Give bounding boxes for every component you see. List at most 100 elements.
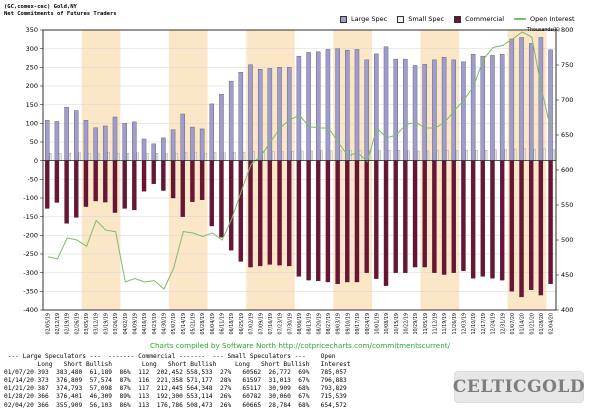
y-tick-label: -200 bbox=[23, 232, 38, 240]
x-tick-label: 10/15/19 bbox=[394, 313, 400, 335]
x-tick-label: 11/26/19 bbox=[452, 313, 458, 335]
x-tick-label: 11/05/19 bbox=[423, 313, 429, 335]
y-tick-label: 300 bbox=[26, 45, 38, 53]
bar-large-spec bbox=[64, 107, 69, 161]
y-tick-label: -150 bbox=[23, 213, 38, 221]
x-tick-label: 05/14/19 bbox=[181, 313, 187, 335]
bar-large-spec bbox=[325, 49, 331, 161]
bar-large-spec bbox=[83, 120, 89, 161]
bar-large-spec bbox=[170, 129, 176, 161]
bar-commercial bbox=[170, 160, 176, 199]
x-tick-label: 01/21/20 bbox=[529, 313, 535, 335]
bar-large-spec bbox=[316, 51, 321, 161]
y-tick-label: 350 bbox=[26, 26, 38, 34]
x-tick-label: 02/05/19 bbox=[45, 313, 51, 335]
bar-commercial bbox=[393, 160, 398, 273]
x-tick-label: 10/01/19 bbox=[374, 313, 380, 335]
bar-commercial bbox=[529, 160, 534, 290]
bar-small-spec bbox=[97, 153, 101, 161]
bar-commercial bbox=[267, 160, 273, 265]
x-tick-label: 12/31/19 bbox=[500, 313, 506, 335]
bar-small-spec bbox=[436, 150, 439, 161]
bar-commercial bbox=[161, 160, 166, 191]
y-tick-label: 150 bbox=[26, 101, 38, 109]
bar-large-spec bbox=[219, 94, 224, 161]
bar-small-spec bbox=[78, 152, 81, 161]
bar-large-spec bbox=[132, 121, 137, 161]
bar-small-spec bbox=[397, 150, 401, 161]
x-tick-label: 09/24/19 bbox=[365, 313, 371, 335]
bar-large-spec bbox=[374, 53, 379, 161]
bar-commercial bbox=[199, 160, 205, 201]
chart-legend: Large Spec Small Spec Commercial Open In… bbox=[340, 12, 596, 26]
bar-small-spec bbox=[543, 148, 546, 161]
bar-large-spec bbox=[74, 110, 79, 161]
bar-small-spec bbox=[117, 153, 120, 161]
x-tick-label: 02/19/19 bbox=[65, 313, 71, 335]
y2-tick-label: 750 bbox=[561, 61, 573, 69]
bar-commercial bbox=[287, 160, 292, 267]
x-tick-label: 06/18/19 bbox=[229, 313, 235, 335]
x-tick-label: 10/08/19 bbox=[384, 313, 390, 335]
x-tick-label: 12/24/19 bbox=[491, 313, 497, 335]
bar-large-spec bbox=[441, 57, 447, 161]
bar-commercial bbox=[499, 160, 505, 281]
x-tick-label: 10/22/19 bbox=[403, 313, 409, 335]
bar-small-spec bbox=[475, 150, 478, 161]
x-tick-label: 04/02/19 bbox=[123, 313, 129, 335]
chart-open-interest-line bbox=[47, 31, 552, 290]
bar-small-spec bbox=[126, 153, 130, 161]
bar-commercial bbox=[122, 160, 127, 209]
bar-large-spec bbox=[286, 67, 292, 161]
bar-large-spec bbox=[93, 127, 98, 161]
x-tick-label: 04/30/19 bbox=[161, 313, 167, 335]
bar-commercial bbox=[103, 160, 108, 203]
bar-commercial bbox=[64, 160, 69, 224]
bar-commercial bbox=[345, 160, 350, 283]
bar-large-spec bbox=[354, 49, 360, 161]
bar-commercial bbox=[83, 160, 89, 207]
bar-small-spec bbox=[214, 152, 217, 161]
bar-large-spec bbox=[393, 58, 398, 161]
bar-commercial bbox=[519, 160, 524, 298]
x-tick-label: 09/03/19 bbox=[336, 313, 342, 335]
bar-large-spec bbox=[190, 126, 195, 161]
x-tick-label: 01/14/20 bbox=[520, 313, 526, 335]
bar-small-spec bbox=[310, 150, 313, 161]
y2-units-label: Thousands(K) bbox=[526, 27, 560, 33]
line-open-interest bbox=[47, 31, 552, 290]
x-tick-label: 11/12/19 bbox=[433, 313, 439, 335]
y-tick-label: -400 bbox=[23, 306, 38, 314]
bar-large-spec bbox=[180, 113, 185, 161]
bar-commercial bbox=[132, 160, 137, 211]
bar-commercial bbox=[54, 160, 60, 203]
x-tick-label: 02/26/19 bbox=[74, 313, 80, 335]
bar-large-spec bbox=[364, 59, 369, 161]
table-row: 01/28/20 366 376,401 46,309 89% 113 192,… bbox=[4, 393, 347, 401]
bar-large-spec bbox=[461, 61, 466, 161]
bar-large-spec bbox=[528, 43, 534, 161]
y-tick-label: -100 bbox=[23, 194, 38, 202]
x-tick-label: 08/06/19 bbox=[297, 313, 303, 335]
x-tick-label: 03/26/19 bbox=[113, 313, 119, 335]
bar-commercial bbox=[432, 160, 437, 273]
bar-large-spec bbox=[141, 138, 147, 161]
y2-tick-label: 400 bbox=[561, 306, 573, 314]
y-tick-label: 200 bbox=[26, 82, 38, 90]
bar-large-spec bbox=[238, 71, 244, 161]
bar-commercial bbox=[296, 160, 302, 277]
legend-swatch-open-interest bbox=[514, 18, 527, 20]
table-row: 02/04/20 366 355,909 56,103 86% 113 176,… bbox=[4, 401, 347, 409]
y2-tick-label: 550 bbox=[561, 201, 573, 209]
bar-large-spec bbox=[345, 49, 350, 161]
y-tick-label: -350 bbox=[23, 288, 38, 296]
legend-swatch-large-spec bbox=[340, 15, 347, 23]
x-tick-label: 05/21/19 bbox=[191, 313, 197, 335]
bar-small-spec bbox=[281, 151, 284, 161]
legend-swatch-small-spec bbox=[397, 15, 405, 23]
bar-commercial bbox=[548, 160, 553, 285]
bar-large-spec bbox=[296, 55, 302, 161]
bar-commercial bbox=[219, 160, 224, 238]
bar-large-spec bbox=[470, 54, 476, 161]
bar-commercial bbox=[190, 160, 195, 202]
